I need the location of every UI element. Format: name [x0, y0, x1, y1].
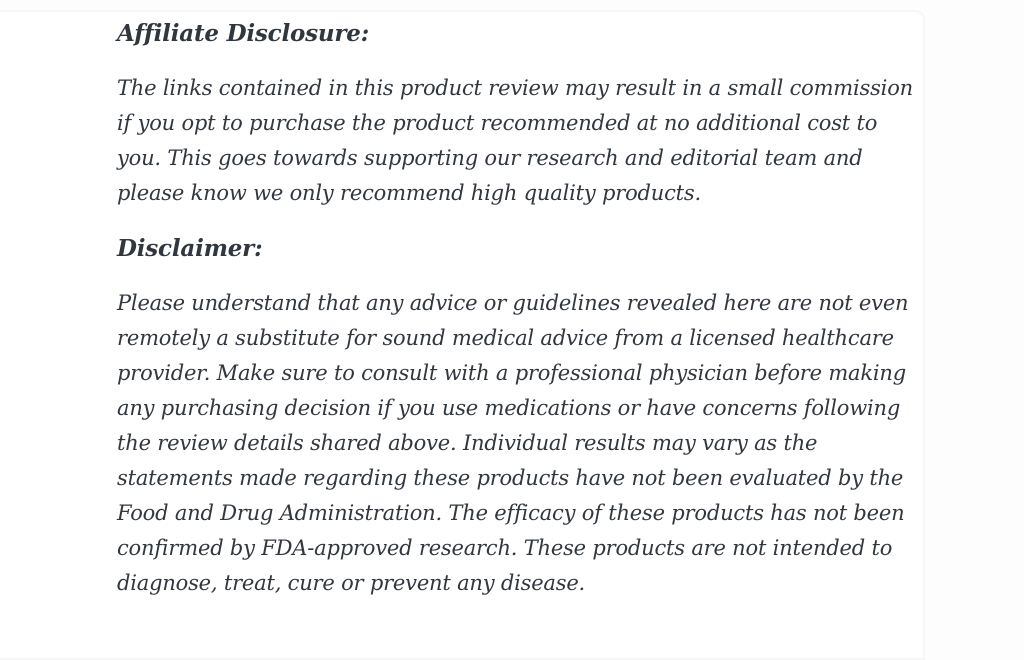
affiliate-disclosure-section: Affiliate Disclosure: The links containe… — [117, 16, 923, 211]
disclaimer-paragraph: Please understand that any advice or gui… — [117, 291, 909, 595]
affiliate-disclosure-heading: Affiliate Disclosure: — [117, 20, 370, 47]
article-text-column: Affiliate Disclosure: The links containe… — [117, 16, 923, 621]
article-content-card — [0, 10, 925, 660]
affiliate-disclosure-paragraph: The links contained in this product revi… — [117, 76, 913, 205]
disclaimer-heading: Disclaimer: — [117, 235, 263, 262]
disclaimer-section: Disclaimer: Please understand that any a… — [117, 231, 923, 601]
